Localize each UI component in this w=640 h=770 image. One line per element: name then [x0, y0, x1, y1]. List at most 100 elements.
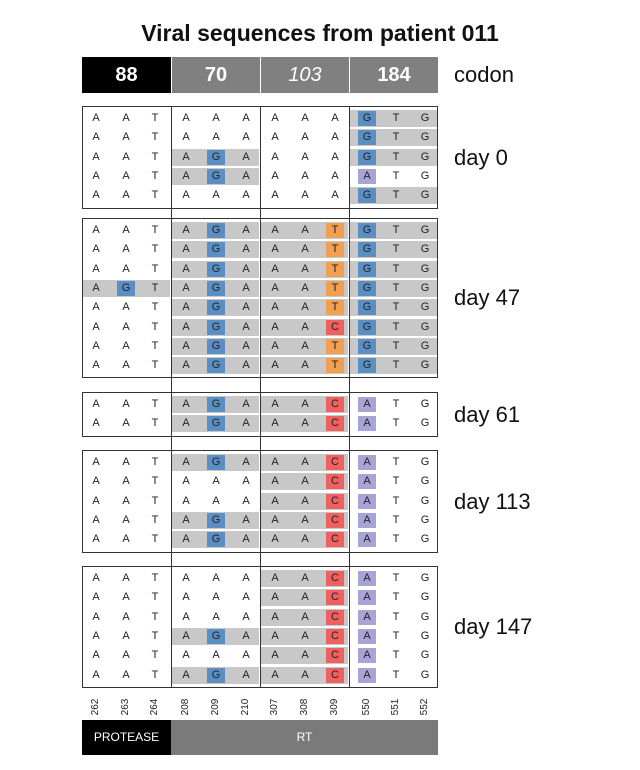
nucleotide: T: [151, 281, 159, 294]
nucleotide: A: [363, 572, 371, 584]
nucleotide: T: [151, 243, 159, 256]
nucleotide: A: [122, 320, 130, 333]
nucleotide: G: [420, 150, 430, 163]
codon-separator: [260, 106, 261, 688]
nucleotide: A: [271, 189, 279, 202]
mutation-highlight: [207, 149, 225, 165]
nucleotide: G: [420, 475, 430, 488]
mutation-highlight: [207, 628, 225, 644]
nucleotide: A: [301, 169, 309, 182]
nucleotide: T: [392, 475, 400, 488]
nucleotide: A: [92, 301, 100, 314]
nucleotide: A: [122, 629, 130, 642]
nucleotide: A: [122, 610, 130, 623]
nucleotide: A: [92, 494, 100, 507]
nucleotide: A: [182, 494, 190, 507]
mutation-highlight: [358, 300, 376, 316]
nucleotide: G: [362, 262, 372, 275]
mutation-highlight: [207, 416, 225, 432]
position-label: 263: [120, 698, 131, 716]
nucleotide: A: [301, 610, 309, 623]
nucleotide: A: [212, 475, 220, 488]
nucleotide: T: [392, 398, 400, 410]
nucleotide: A: [212, 112, 220, 124]
nucleotide: T: [392, 131, 400, 144]
nucleotide: A: [182, 475, 190, 488]
nucleotide: T: [392, 339, 400, 352]
nucleotide: A: [242, 572, 250, 584]
nucleotide: A: [271, 572, 279, 584]
nucleotide: T: [331, 243, 339, 256]
codon-header-88: 88: [82, 57, 171, 93]
nucleotide: T: [392, 610, 400, 623]
nucleotide: G: [420, 262, 430, 275]
nucleotide: G: [420, 533, 430, 546]
nucleotide: G: [211, 513, 221, 526]
nucleotide: A: [92, 339, 100, 352]
nucleotide: A: [92, 189, 100, 202]
nucleotide: G: [211, 629, 221, 642]
nucleotide: A: [182, 131, 190, 144]
nucleotide: A: [122, 668, 130, 681]
nucleotide: A: [122, 131, 130, 144]
nucleotide: A: [92, 243, 100, 256]
nucleotide: G: [211, 398, 221, 410]
nucleotide: A: [271, 150, 279, 163]
figure-title: Viral sequences from patient 011: [141, 20, 499, 46]
nucleotide: A: [212, 131, 220, 144]
nucleotide: G: [362, 301, 372, 314]
nucleotide: A: [301, 320, 309, 333]
nucleotide: A: [182, 533, 190, 546]
nucleotide: A: [122, 533, 130, 546]
nucleotide: A: [363, 533, 371, 546]
nucleotide: A: [363, 591, 371, 604]
region-protease: PROTEASE: [82, 720, 171, 755]
nucleotide: T: [392, 456, 400, 468]
nucleotide: C: [331, 475, 339, 488]
nucleotide: A: [271, 320, 279, 333]
nucleotide: A: [331, 150, 339, 163]
nucleotide: A: [301, 417, 309, 430]
nucleotide: A: [242, 398, 250, 410]
mutation-highlight: [326, 628, 344, 644]
nucleotide: A: [122, 417, 130, 430]
nucleotide: C: [331, 494, 339, 507]
nucleotide: A: [122, 475, 130, 488]
nucleotide: A: [363, 668, 371, 681]
nucleotide: A: [271, 610, 279, 623]
nucleotide: G: [211, 359, 221, 372]
nucleotide: G: [362, 189, 372, 202]
nucleotide: G: [211, 320, 221, 333]
mutation-highlight: [326, 280, 344, 296]
nucleotide: A: [331, 112, 339, 124]
nucleotide: A: [182, 398, 190, 410]
day-label: day 61: [454, 401, 521, 427]
nucleotide: T: [392, 494, 400, 507]
nucleotide: C: [331, 533, 339, 546]
nucleotide: A: [242, 475, 250, 488]
nucleotide: A: [242, 533, 250, 546]
nucleotide: A: [242, 668, 250, 681]
nucleotide: A: [271, 169, 279, 182]
nucleotide: T: [392, 281, 400, 294]
nucleotide: A: [92, 131, 100, 144]
position-label: 209: [210, 698, 221, 716]
mutation-highlight: [207, 512, 225, 528]
nucleotide: G: [211, 301, 221, 314]
nucleotide: A: [301, 494, 309, 507]
nucleotide: T: [151, 494, 159, 507]
nucleotide: A: [182, 513, 190, 526]
nucleotide: A: [182, 112, 190, 124]
mutation-highlight: [326, 512, 344, 528]
nucleotide: T: [392, 262, 400, 275]
nucleotide: G: [420, 224, 430, 236]
nucleotide: G: [420, 649, 430, 662]
position-label: 552: [419, 698, 430, 716]
mutation-highlight: [358, 667, 376, 683]
mutation-highlight: [358, 628, 376, 644]
nucleotide: T: [392, 513, 400, 526]
nucleotide: A: [271, 456, 279, 468]
nucleotide: A: [331, 131, 339, 144]
nucleotide: A: [182, 417, 190, 430]
nucleotide: A: [271, 339, 279, 352]
